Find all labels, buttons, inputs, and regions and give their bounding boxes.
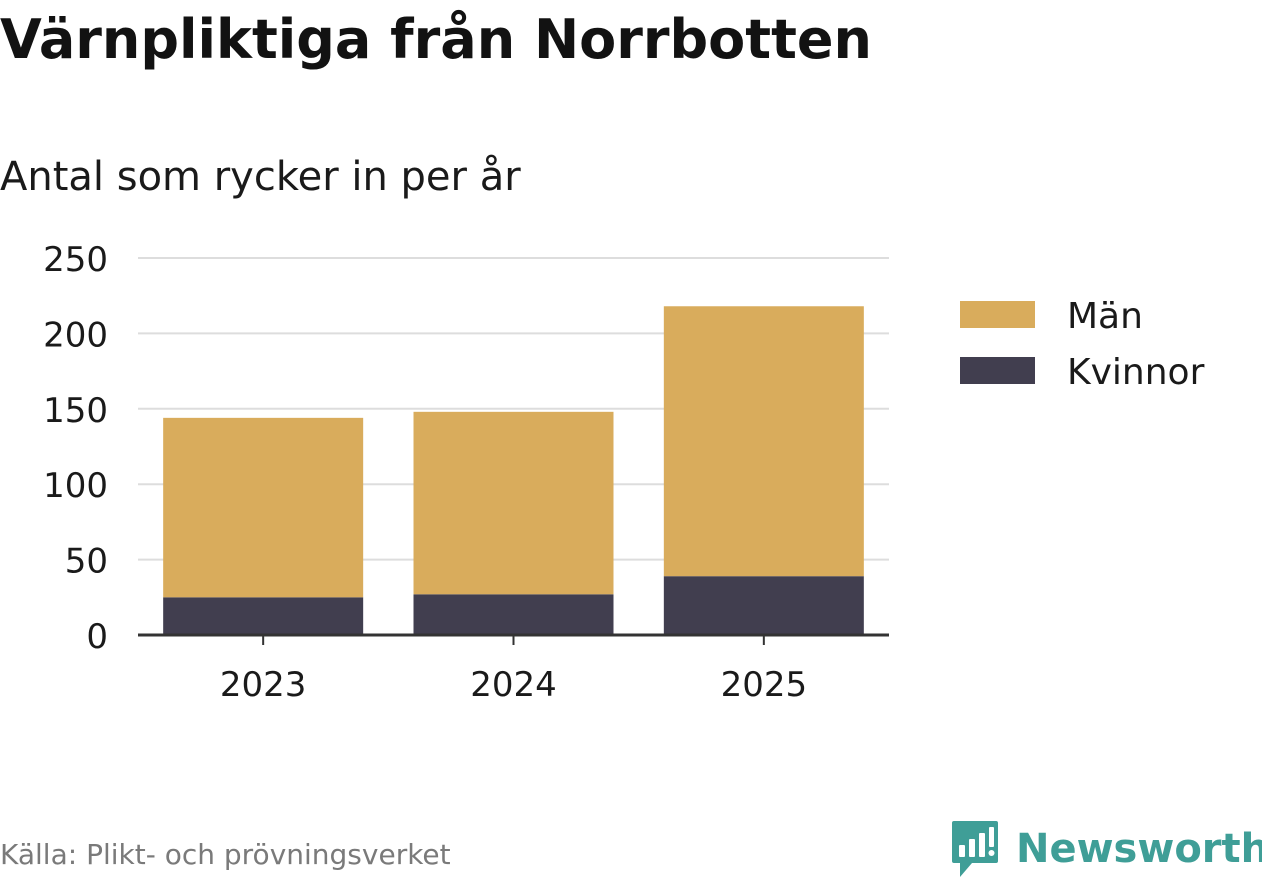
y-tick-label: 50 xyxy=(65,542,108,582)
bar-kvinnor-2024 xyxy=(413,594,614,635)
legend-swatch-män xyxy=(960,301,1035,328)
x-axis-ticks: 2023 2024 2025 xyxy=(220,665,807,705)
x-tick-label: 2023 xyxy=(220,665,307,705)
y-tick-label: 100 xyxy=(43,466,108,506)
chart-subtitle: Antal som rycker in per år xyxy=(0,154,521,200)
bars xyxy=(163,306,864,635)
y-tick-label: 150 xyxy=(43,391,108,431)
y-tick-label: 0 xyxy=(86,617,108,657)
chart-title: Värnpliktiga från Norrbotten xyxy=(0,8,872,71)
brand-logo: Newsworthy xyxy=(950,818,1262,880)
y-tick-label: 250 xyxy=(43,240,108,280)
bar-kvinnor-2023 xyxy=(163,597,364,635)
y-tick-label: 200 xyxy=(43,315,108,355)
x-tick-label: 2024 xyxy=(470,665,557,705)
source-note: Källa: Plikt- och prövningsverket xyxy=(0,838,451,871)
legend: Män Kvinnor xyxy=(960,296,1205,393)
bar-män-2024 xyxy=(413,411,614,595)
x-tick-label: 2025 xyxy=(721,665,808,705)
legend-label-män: Män xyxy=(1067,296,1143,337)
legend-label-kvinnor: Kvinnor xyxy=(1067,352,1205,393)
y-axis-ticks: 0 50 100 150 200 250 xyxy=(43,240,108,657)
brand-name: Newsworthy xyxy=(1016,826,1262,872)
x-axis xyxy=(138,633,889,645)
bar-män-2023 xyxy=(163,417,364,598)
bar-kvinnor-2025 xyxy=(663,576,864,635)
legend-swatch-kvinnor xyxy=(960,357,1035,384)
newsworthy-logo-icon xyxy=(952,821,998,877)
bar-män-2025 xyxy=(663,306,864,577)
